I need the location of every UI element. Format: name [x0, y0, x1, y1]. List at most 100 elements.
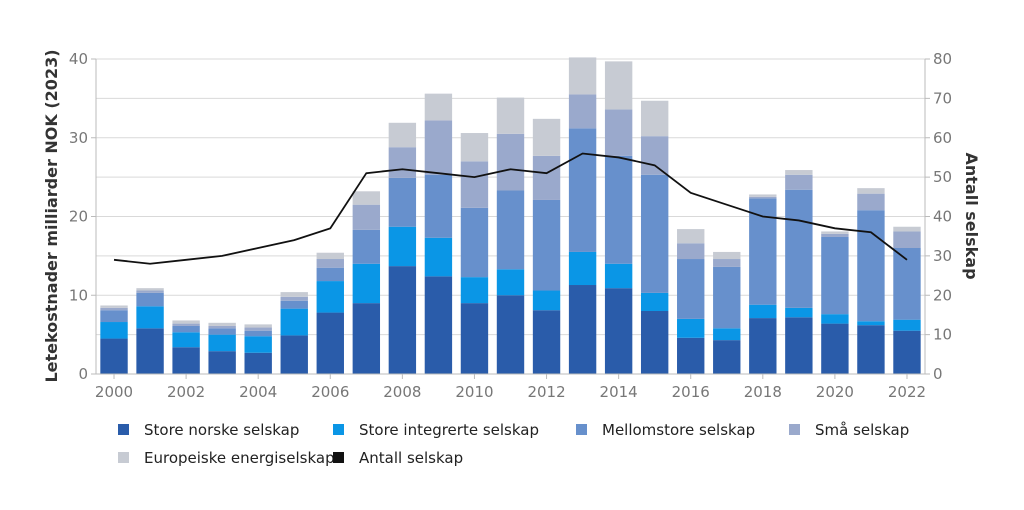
bar-segment	[749, 194, 777, 197]
legend-label: Store integrerte selskap	[359, 421, 539, 439]
bar-segment	[857, 193, 885, 211]
bar-segment	[857, 321, 885, 326]
x-tick-label: 2016	[672, 383, 710, 401]
bar-segment	[352, 204, 381, 230]
bar-segment	[821, 323, 849, 374]
bar-segment	[640, 311, 669, 374]
bar-segment	[532, 155, 561, 200]
bar-segment	[280, 308, 308, 336]
y-tick-label-right: 60	[933, 129, 952, 147]
bar-segment	[424, 174, 453, 238]
bar-segment	[388, 177, 417, 227]
bar-segment	[568, 94, 597, 129]
x-tick-label: 2002	[167, 383, 205, 401]
bar-segment	[785, 189, 813, 308]
legend-swatch	[333, 424, 344, 435]
x-tick-label: 2008	[383, 383, 421, 401]
y-tick-label-right: 50	[933, 168, 952, 186]
bar-segment	[532, 118, 561, 156]
legend-item: Antall selskap	[333, 449, 463, 467]
legend-item: Små selskap	[789, 421, 909, 439]
bar-segment	[604, 288, 633, 374]
bar-segment	[208, 328, 236, 335]
bar-segment	[244, 352, 272, 374]
bar-segment	[749, 196, 777, 199]
bar-segment	[136, 328, 164, 374]
bar-segment	[460, 207, 489, 278]
bar-segment	[532, 290, 561, 311]
bar-segment	[821, 236, 849, 315]
bar-segment	[352, 263, 381, 304]
bar-segment	[749, 318, 777, 374]
bar-segment	[893, 231, 921, 248]
bar-segment	[100, 310, 128, 323]
y-tick-label-right: 30	[933, 247, 952, 265]
bar-segment	[244, 327, 272, 331]
x-tick-label: 2022	[888, 383, 926, 401]
bar-segment	[244, 324, 272, 328]
x-tick-label: 2012	[527, 383, 565, 401]
bar-segment	[460, 277, 489, 304]
y-axis-title-left: Letekostnader milliarder NOK (2023)	[42, 49, 61, 382]
legend-label: Europeiske energiselskap	[144, 449, 335, 467]
bar-segment	[172, 323, 200, 326]
bar-segment	[568, 128, 597, 252]
y-tick-label-left: 10	[69, 286, 88, 304]
bar-segment	[388, 122, 417, 148]
line-layer	[113, 152, 908, 265]
bar-segment	[785, 307, 813, 318]
bar-segment	[280, 292, 308, 297]
bar-segment	[785, 170, 813, 175]
bar-segment	[352, 191, 381, 205]
bar-segment	[460, 303, 489, 374]
bar-segment	[496, 190, 525, 270]
bar-segment	[172, 347, 200, 374]
bar-segment	[857, 325, 885, 374]
legend-item: Mellomstore selskap	[576, 421, 755, 439]
legend-swatch	[576, 424, 587, 435]
bar-segment	[640, 174, 669, 293]
legend-swatch	[333, 452, 344, 463]
bar-segment	[713, 259, 741, 267]
bar-segment	[713, 251, 741, 260]
x-tick-label: 2020	[816, 383, 854, 401]
bar-segment	[857, 210, 885, 322]
x-tick-label: 2014	[600, 383, 638, 401]
bar-segment	[172, 320, 200, 324]
bar-segment	[388, 226, 417, 267]
bar-segment	[821, 231, 849, 234]
x-tick-label: 2000	[95, 383, 133, 401]
y-tick-label-left: 40	[69, 50, 88, 68]
bar-segment	[424, 237, 453, 277]
bar-segment	[821, 314, 849, 324]
bar-segment	[460, 133, 489, 162]
bar-segment	[893, 226, 921, 232]
x-tick-label: 2010	[455, 383, 493, 401]
bar-segment	[208, 351, 236, 374]
bar-segment	[893, 330, 921, 374]
bar-segment	[208, 334, 236, 352]
bar-segment	[352, 229, 381, 264]
bar-segment	[280, 300, 308, 309]
bar-segment	[568, 285, 597, 374]
legend-swatch	[789, 424, 800, 435]
bar-segment	[100, 305, 128, 308]
bar-segment	[749, 198, 777, 305]
bar-segment	[604, 155, 633, 264]
bar-segment	[821, 233, 849, 237]
bar-segment	[640, 292, 669, 311]
bar-segment	[713, 328, 741, 341]
bars-layer	[100, 57, 921, 374]
legend-label: Små selskap	[815, 421, 909, 439]
bar-segment	[208, 325, 236, 329]
legend-item: Europeiske energiselskap	[118, 449, 335, 467]
bar-segment	[677, 243, 705, 260]
bar-segment	[532, 310, 561, 374]
bar-segment	[640, 136, 669, 175]
bar-segment	[496, 269, 525, 296]
bar-segment	[316, 252, 344, 260]
bar-segment	[604, 109, 633, 156]
legend-swatch	[118, 424, 129, 435]
